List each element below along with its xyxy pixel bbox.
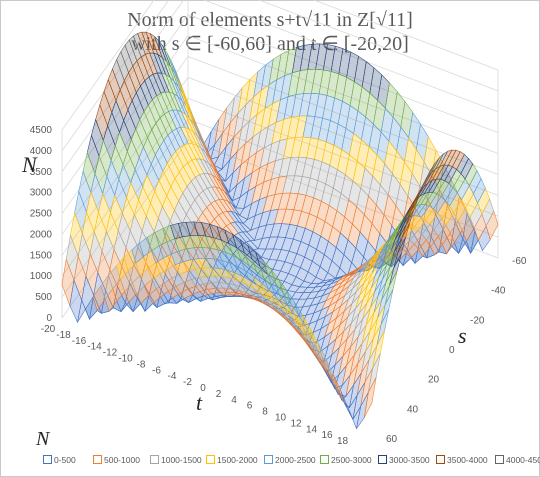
s-tick-label: -40 bbox=[491, 286, 506, 297]
t-tick-label: 10 bbox=[275, 413, 287, 424]
z-tick-label: 3500 bbox=[30, 167, 53, 178]
s-axis-title: s bbox=[458, 323, 467, 348]
chart-title-line-2: with s ∈ [-60,60] and t ∈ [-20,20] bbox=[131, 33, 409, 55]
legend-swatch bbox=[93, 455, 102, 464]
t-tick-label: -6 bbox=[152, 365, 161, 376]
z-tick-label: 2000 bbox=[30, 229, 53, 240]
chart-title: Norm of elements s+t√11 in Z[√11] with s… bbox=[0, 8, 540, 56]
legend-label: 3500-4000 bbox=[447, 455, 488, 465]
t-tick-label: 0 bbox=[200, 383, 206, 394]
legend-label: 4000-4500 bbox=[506, 455, 540, 465]
legend-swatch bbox=[495, 455, 504, 464]
legend-label: 2000-2500 bbox=[275, 455, 316, 465]
legend-entry: 2000-2500 bbox=[264, 455, 316, 465]
surface-cell bbox=[364, 377, 377, 418]
z-axis-ticks: 0 500 1000 1500 2000 2500 3000 3500 4000 4500 bbox=[30, 125, 53, 324]
legend: 0-500 500-1000 1000-1500 1500-2000 2000-2500… bbox=[0, 455, 540, 469]
t-tick-label: -4 bbox=[168, 371, 177, 382]
legend-swatch bbox=[436, 455, 445, 464]
legend-swatch bbox=[320, 455, 329, 464]
t-axis-title: t bbox=[196, 390, 203, 415]
legend-entry: 4000-4500 bbox=[495, 455, 540, 465]
s-tick-label: -20 bbox=[470, 315, 485, 326]
legend-entry: 1500-2000 bbox=[206, 455, 258, 465]
wall-gridline bbox=[61, 0, 499, 131]
s-tick-label: 20 bbox=[428, 375, 440, 386]
t-tick-label: -18 bbox=[56, 330, 71, 341]
legend-swatch bbox=[206, 455, 215, 464]
z-tick-label: 4500 bbox=[30, 125, 53, 136]
legend-label: 1000-1500 bbox=[161, 455, 202, 465]
t-tick-label: 4 bbox=[231, 395, 237, 406]
legend-entry: 3500-4000 bbox=[436, 455, 488, 465]
s-tick-label: 60 bbox=[386, 434, 398, 445]
t-tick-label: -20 bbox=[41, 324, 56, 335]
t-tick-label: 14 bbox=[306, 424, 318, 435]
t-tick-label: 2 bbox=[216, 389, 222, 400]
wall-gridline bbox=[61, 0, 499, 173]
legend-label: 1500-2000 bbox=[217, 455, 258, 465]
t-tick-label: 12 bbox=[290, 418, 302, 429]
z-axis-title: N bbox=[21, 152, 38, 177]
legend-label: 2500-3000 bbox=[331, 455, 372, 465]
legend-entry: 0-500 bbox=[43, 455, 76, 465]
s-tick-label: -60 bbox=[512, 256, 527, 267]
t-tick-label: -12 bbox=[103, 348, 118, 359]
legend-label: 500-1000 bbox=[104, 455, 140, 465]
legend-entry: 1000-1500 bbox=[150, 455, 202, 465]
t-tick-label: 6 bbox=[247, 401, 253, 412]
z-tick-label: 4000 bbox=[30, 146, 53, 157]
legend-swatch bbox=[43, 455, 52, 464]
t-tick-label: -10 bbox=[118, 354, 133, 365]
legend-swatch bbox=[378, 455, 387, 464]
t-tick-label: -2 bbox=[183, 377, 192, 388]
legend-swatch bbox=[150, 455, 159, 464]
t-axis-ticks: -20-18-16-14-12-10-8-6-4-202468101214161… bbox=[41, 324, 349, 447]
legend-title: N bbox=[36, 428, 50, 450]
z-tick-label: 2500 bbox=[30, 209, 53, 220]
legend-entry: 2500-3000 bbox=[320, 455, 372, 465]
t-tick-label: -14 bbox=[87, 342, 102, 353]
s-tick-label: 40 bbox=[407, 404, 419, 415]
t-tick-label: 8 bbox=[262, 407, 268, 418]
legend-label: 3000-3500 bbox=[389, 455, 430, 465]
t-tick-label: -16 bbox=[72, 336, 87, 347]
legend-label: 0-500 bbox=[54, 455, 76, 465]
z-tick-label: 500 bbox=[35, 292, 52, 303]
surface-mesh bbox=[61, 31, 499, 430]
t-tick-label: 16 bbox=[321, 430, 333, 441]
z-tick-label: 3000 bbox=[30, 188, 53, 199]
z-tick-label: 1000 bbox=[30, 271, 53, 282]
t-tick-label: 18 bbox=[337, 436, 349, 447]
z-tick-label: 0 bbox=[46, 313, 52, 324]
chart-title-line-1: Norm of elements s+t√11 in Z[√11] bbox=[127, 9, 413, 31]
legend-swatch bbox=[264, 455, 273, 464]
s-axis-ticks: -60 -40 -20 0 20 40 60 bbox=[386, 256, 527, 445]
t-tick-label: -8 bbox=[137, 359, 146, 370]
z-tick-label: 1500 bbox=[30, 250, 53, 261]
s-tick-label: 0 bbox=[449, 345, 455, 356]
legend-entry: 3000-3500 bbox=[378, 455, 430, 465]
legend-entry: 500-1000 bbox=[93, 455, 140, 465]
